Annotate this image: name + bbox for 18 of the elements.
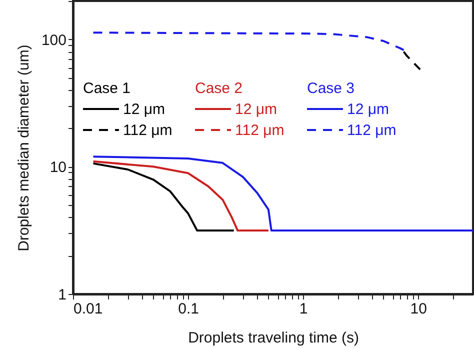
annotation: Case 2 (195, 80, 243, 97)
legend-label: 12 μm (235, 101, 277, 118)
y-axis-title: Droplets median diameter (um) (15, 44, 32, 252)
legend-label: 112 μm (235, 122, 284, 139)
y-tick-label: 1 (58, 286, 66, 304)
legend-label: 112 μm (123, 122, 172, 139)
legend-label: 12 μm (347, 101, 389, 118)
x-tick-label: 10 (410, 300, 427, 318)
y-tick-label: 100 (41, 32, 66, 49)
x-axis-title: Droplets traveling time (s) (188, 330, 359, 346)
x-tick-label: 0.1 (178, 300, 199, 318)
legend-label: 12 μm (123, 101, 165, 118)
x-tick-label: 0.01 (74, 300, 103, 318)
legend-label: 112 μm (347, 122, 396, 139)
x-tick-label: 1 (299, 300, 308, 318)
y-tick-label: 10 (50, 159, 66, 176)
annotation: Case 1 (83, 80, 131, 97)
annotation: Case 3 (307, 80, 355, 97)
